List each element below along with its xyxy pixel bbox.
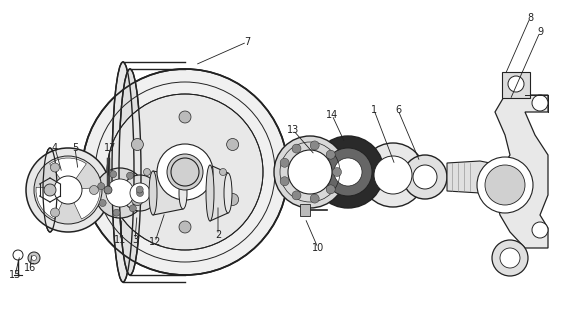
- Text: 11: 11: [114, 235, 126, 245]
- Circle shape: [32, 255, 36, 260]
- Text: 1: 1: [371, 105, 377, 115]
- Circle shape: [326, 185, 335, 194]
- Circle shape: [44, 184, 56, 196]
- Circle shape: [477, 157, 533, 213]
- Ellipse shape: [206, 165, 214, 221]
- Polygon shape: [49, 158, 86, 190]
- Circle shape: [130, 183, 150, 203]
- Circle shape: [82, 69, 288, 275]
- Circle shape: [98, 183, 105, 190]
- Circle shape: [131, 139, 143, 150]
- Ellipse shape: [119, 69, 141, 275]
- Circle shape: [13, 250, 23, 260]
- Circle shape: [292, 144, 301, 153]
- Circle shape: [131, 194, 143, 205]
- Circle shape: [143, 169, 151, 175]
- Ellipse shape: [43, 148, 57, 232]
- Circle shape: [51, 163, 59, 172]
- Text: 3: 3: [132, 235, 138, 245]
- Circle shape: [51, 208, 59, 217]
- Circle shape: [28, 252, 40, 264]
- Circle shape: [95, 168, 145, 218]
- Text: 14: 14: [326, 110, 338, 120]
- Text: 16: 16: [24, 263, 36, 273]
- Circle shape: [34, 156, 102, 224]
- Circle shape: [374, 156, 412, 194]
- Circle shape: [326, 150, 335, 159]
- Text: 2: 2: [215, 230, 221, 240]
- Circle shape: [54, 176, 82, 204]
- Circle shape: [157, 144, 213, 200]
- Circle shape: [361, 143, 425, 207]
- Circle shape: [122, 175, 158, 211]
- Text: 13: 13: [287, 125, 299, 135]
- Text: 17: 17: [104, 143, 116, 153]
- Text: 15: 15: [9, 270, 21, 280]
- Circle shape: [288, 150, 332, 194]
- Circle shape: [310, 141, 319, 150]
- Circle shape: [99, 199, 106, 206]
- Circle shape: [106, 179, 134, 207]
- Circle shape: [532, 95, 548, 111]
- Polygon shape: [68, 187, 100, 219]
- Ellipse shape: [224, 173, 232, 213]
- Polygon shape: [36, 187, 68, 219]
- Polygon shape: [153, 171, 183, 215]
- Circle shape: [334, 158, 362, 186]
- Polygon shape: [447, 161, 510, 193]
- Circle shape: [136, 189, 143, 196]
- Circle shape: [26, 148, 110, 232]
- Circle shape: [179, 111, 191, 123]
- Ellipse shape: [112, 62, 134, 282]
- Circle shape: [280, 158, 289, 167]
- Circle shape: [104, 186, 112, 194]
- Polygon shape: [300, 204, 310, 216]
- Circle shape: [109, 171, 116, 178]
- Circle shape: [508, 76, 524, 92]
- Circle shape: [280, 177, 289, 186]
- Polygon shape: [502, 72, 530, 98]
- Text: 12: 12: [149, 237, 161, 247]
- Circle shape: [413, 165, 437, 189]
- Text: 10: 10: [312, 243, 324, 253]
- Text: 8: 8: [527, 13, 533, 23]
- Ellipse shape: [179, 177, 187, 209]
- Circle shape: [126, 172, 133, 179]
- Circle shape: [332, 167, 342, 177]
- Circle shape: [226, 139, 239, 150]
- Circle shape: [136, 186, 143, 193]
- Circle shape: [310, 194, 319, 203]
- Circle shape: [107, 94, 263, 250]
- Circle shape: [219, 169, 226, 175]
- Circle shape: [179, 221, 191, 233]
- Circle shape: [292, 191, 301, 200]
- Circle shape: [500, 248, 520, 268]
- Circle shape: [113, 209, 120, 216]
- Text: 9: 9: [537, 27, 543, 37]
- Text: 7: 7: [244, 37, 250, 47]
- Circle shape: [312, 136, 384, 208]
- Circle shape: [324, 148, 372, 196]
- Circle shape: [532, 222, 548, 238]
- Circle shape: [226, 194, 239, 205]
- Text: 4: 4: [52, 143, 58, 153]
- Circle shape: [492, 240, 528, 276]
- Polygon shape: [495, 75, 548, 248]
- Text: 5: 5: [72, 143, 78, 153]
- Circle shape: [403, 155, 447, 199]
- Circle shape: [89, 186, 99, 195]
- Polygon shape: [210, 165, 228, 221]
- Text: 6: 6: [395, 105, 401, 115]
- Circle shape: [485, 165, 525, 205]
- Circle shape: [129, 205, 136, 212]
- Circle shape: [274, 136, 346, 208]
- Circle shape: [167, 154, 203, 190]
- Ellipse shape: [149, 171, 157, 215]
